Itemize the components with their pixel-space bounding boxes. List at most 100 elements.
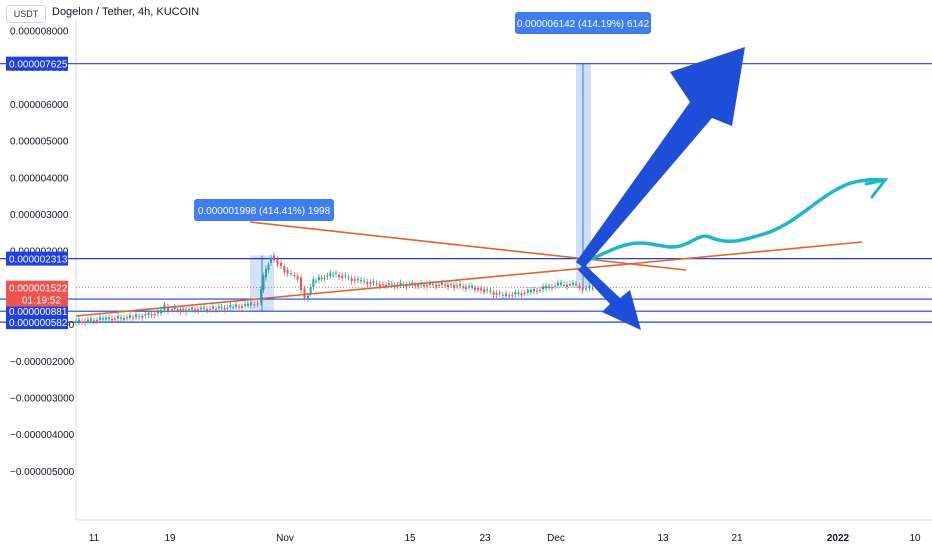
candle [156,311,159,314]
candle [309,286,312,294]
current-price-tag [6,280,68,307]
x-tick-label: Dec [547,533,565,544]
candle [117,316,119,319]
candle [160,309,162,314]
candle [572,282,574,285]
candle [144,314,147,316]
candle [307,295,309,300]
measure-label-box [515,12,651,34]
candle [220,306,223,309]
candle [459,284,461,286]
candle [244,304,246,306]
candle [387,283,390,285]
candle [560,282,562,285]
candle [241,306,243,308]
candle [173,307,176,310]
candle [468,286,470,288]
candle [108,317,110,320]
candle [171,309,173,311]
candle [551,286,553,289]
candle [323,277,326,280]
support-trend-line [75,241,863,317]
candle [87,319,89,322]
candle [578,286,581,288]
candle [539,289,541,291]
candle [450,284,452,286]
candle [182,308,185,310]
candle [548,286,550,288]
candle [290,273,292,275]
candle [399,282,402,285]
candle [520,293,523,296]
candle [471,285,473,288]
candle [363,280,366,282]
candle [329,272,332,276]
y-tick-label: 0.000004000 [10,173,69,184]
candle [93,320,95,322]
horizontal-levels [0,63,932,323]
measure-areas [250,63,591,312]
candle [179,309,182,312]
candle [456,285,458,287]
projection-curve [576,177,887,264]
x-tick-label: 19 [164,533,176,544]
candle [514,292,517,295]
candle [453,285,455,288]
candle [296,276,299,280]
candle [147,312,150,316]
candle [286,270,289,274]
candle [480,288,482,291]
candle [188,309,190,311]
current-price-label: 0.000001522 [9,284,68,295]
x-tick-label: 21 [731,533,743,544]
candle [517,292,520,294]
candle [215,308,217,310]
candle [356,278,359,281]
candle [378,283,381,287]
candle [200,307,202,310]
measure-labels: 0.000001998 (414.41%) 1998 0.000006142 (4… [194,12,651,221]
x-tick-label: 13 [657,533,669,544]
candle [270,257,272,263]
candle [78,319,80,322]
candle [111,318,113,321]
candle [438,284,440,286]
candle [417,284,420,287]
candle [153,314,156,316]
candle [235,304,237,307]
candle [390,283,393,285]
projection-drawings [576,47,889,330]
candle [312,279,315,288]
candle [385,284,387,287]
candle [262,275,265,290]
candle [508,295,511,297]
candle [232,306,235,308]
candle [526,289,529,293]
level-price-tag [6,56,68,71]
candle [238,306,240,308]
candle [545,285,547,289]
candle [505,293,507,296]
candle [369,282,372,284]
candle [432,283,434,285]
candle [366,282,369,285]
candle [229,304,232,308]
currency-unit-button[interactable]: USDT [6,5,46,23]
candle [129,315,131,318]
candle [447,284,449,287]
candle [276,259,279,265]
level-price-tag-label: 0.000000881 [9,307,68,318]
candle [408,284,411,286]
candle [90,318,92,321]
candle [75,321,77,323]
candle [444,284,446,286]
candle [105,317,107,320]
down-arrow [578,264,641,330]
candle [344,275,347,277]
candle [206,308,208,311]
candle [498,292,501,294]
candle [209,308,211,310]
candle [194,309,196,311]
